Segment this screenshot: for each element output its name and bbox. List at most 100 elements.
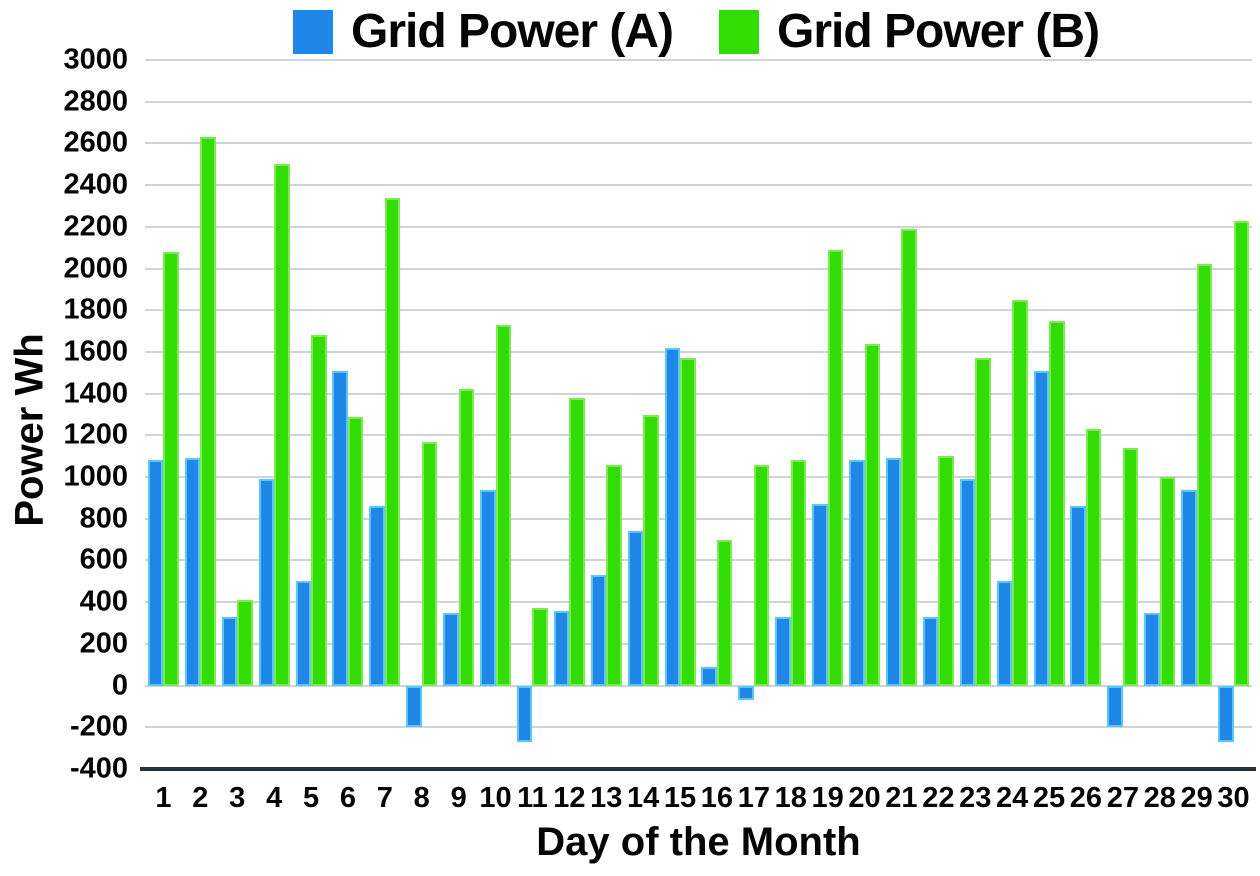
legend-swatch-green-icon	[719, 9, 760, 54]
gridline-600	[145, 559, 1252, 562]
y-tick-label-1200: 1200	[63, 418, 128, 451]
x-tick-label-30: 30	[1217, 782, 1250, 814]
bar-grid-power-b-day-8	[421, 441, 438, 686]
x-tick-label-2: 2	[192, 782, 209, 814]
bar-grid-power-b-day-25	[1049, 320, 1065, 686]
gridline-1000	[145, 476, 1252, 479]
bar-grid-power-a-day-10	[480, 489, 496, 686]
gridline-800	[145, 517, 1252, 520]
x-axis-line	[140, 767, 1256, 771]
bar-grid-power-b-day-23	[975, 358, 991, 686]
plot-area	[145, 59, 1252, 769]
bar-grid-power-b-day-17	[753, 464, 770, 686]
bar-grid-power-a-day-19	[812, 504, 828, 686]
gridline-400	[145, 601, 1252, 604]
bar-grid-power-b-day-9	[458, 389, 475, 686]
y-tick-label-2200: 2200	[63, 210, 128, 243]
x-tick-label-28: 28	[1143, 782, 1176, 814]
gridline-1200	[145, 434, 1252, 437]
bar-grid-power-a-day-3	[221, 616, 238, 686]
gridline--200	[145, 726, 1252, 729]
y-tick-label-2600: 2600	[63, 126, 128, 159]
legend: Grid Power (A) Grid Power (B)	[293, 4, 1100, 59]
bar-grid-power-b-day-11	[532, 608, 548, 686]
bar-grid-power-a-day-28	[1144, 612, 1160, 686]
bar-grid-power-a-day-25	[1033, 370, 1050, 686]
bar-grid-power-a-day-22	[922, 616, 939, 686]
bar-grid-power-b-day-15	[680, 358, 696, 686]
x-tick-label-26: 26	[1069, 782, 1103, 814]
bar-grid-power-b-day-14	[643, 414, 659, 686]
bar-grid-power-a-day-4	[258, 479, 275, 686]
x-tick-label-22: 22	[922, 782, 955, 814]
gridline-3000	[145, 59, 1252, 61]
bar-grid-power-b-day-22	[938, 456, 954, 686]
gridline-2200	[145, 225, 1252, 228]
x-tick-label-16: 16	[700, 782, 734, 814]
bar-grid-power-b-day-20	[864, 343, 881, 686]
x-tick-label-14: 14	[627, 782, 660, 814]
gridline-1400	[145, 392, 1252, 395]
x-tick-label-18: 18	[774, 782, 807, 814]
bar-grid-power-b-day-19	[827, 249, 844, 686]
y-axis-tick-labels: 3000 2800 2600 2400 2200 2000 1800 1600 1400 1200…	[0, 44, 130, 785]
legend-label-grid-power-a: Grid Power (A)	[351, 5, 674, 58]
bar-grid-power-a-day-12	[553, 610, 570, 686]
y-tick-label--400: -400	[69, 752, 128, 785]
bar-grid-power-b-day-30	[1233, 220, 1250, 686]
bar-grid-power-a-day-21	[885, 458, 902, 686]
bar-grid-power-a-day-13	[590, 575, 607, 686]
bar-grid-power-b-day-6	[347, 416, 364, 686]
bar-grid-power-b-day-7	[384, 197, 401, 686]
x-tick-label-4: 4	[266, 782, 283, 814]
bar-grid-power-b-day-24	[1012, 299, 1028, 686]
bar-grid-power-a-day-8	[406, 685, 422, 728]
bar-grid-power-b-day-2	[200, 137, 216, 686]
legend-label-grid-power-b: Grid Power (B)	[777, 5, 1100, 58]
x-tick-label-7: 7	[376, 782, 393, 814]
bar-grid-power-b-day-3	[237, 600, 253, 686]
x-tick-label-19: 19	[811, 782, 844, 814]
y-tick-label-1600: 1600	[63, 335, 128, 368]
bar-grid-power-a-day-6	[332, 370, 348, 686]
x-tick-label-23: 23	[959, 782, 992, 814]
bar-grid-power-a-day-5	[295, 581, 312, 686]
x-axis-tick-labels: 1 2 3 4 5 6 7 8 9 10 11 12 13 14 15 16 17 18 19 20 21 22 23 24 2…	[145, 782, 1252, 816]
bar-grid-power-a-day-18	[775, 616, 791, 686]
y-tick-label-400: 400	[79, 585, 128, 618]
y-tick-label-3000: 3000	[63, 43, 128, 76]
bar-grid-power-b-day-4	[274, 164, 290, 686]
bar-grid-power-a-day-7	[369, 506, 385, 686]
x-tick-label-17: 17	[737, 782, 770, 814]
bar-grid-power-a-day-14	[627, 531, 644, 686]
gridline-1800	[145, 309, 1252, 312]
bar-grid-power-a-day-16	[701, 666, 717, 686]
bar-grid-power-b-day-5	[311, 335, 327, 686]
bar-grid-power-a-day-9	[443, 612, 459, 686]
x-tick-label-15: 15	[663, 782, 697, 814]
y-tick-label-800: 800	[79, 502, 128, 535]
y-tick-label-1800: 1800	[63, 293, 128, 326]
bar-grid-power-a-day-26	[1070, 506, 1086, 686]
bar-grid-power-a-day-30	[1218, 685, 1234, 742]
gridline-2800	[145, 100, 1252, 103]
bar-grid-power-a-day-17	[738, 685, 754, 701]
gridline-0	[145, 684, 1252, 687]
y-tick-label-200: 200	[79, 627, 128, 660]
bar-grid-power-b-day-28	[1159, 477, 1176, 686]
y-tick-label-2800: 2800	[63, 85, 128, 118]
y-tick-label-2000: 2000	[63, 252, 128, 285]
x-tick-label-10: 10	[479, 782, 512, 814]
gridline-2600	[145, 142, 1252, 145]
gridline-200	[145, 642, 1252, 645]
bar-grid-power-b-day-18	[790, 460, 807, 686]
x-tick-label-3: 3	[229, 782, 246, 814]
bar-grid-power-b-day-1	[163, 251, 179, 686]
x-axis-title: Day of the Month	[536, 820, 861, 864]
x-tick-label-1: 1	[155, 782, 172, 814]
bar-grid-power-b-day-29	[1196, 264, 1213, 686]
gridline-2000	[145, 267, 1252, 270]
bar-grid-power-a-day-29	[1181, 489, 1197, 686]
bar-grid-power-a-day-27	[1107, 685, 1123, 728]
bar-grid-power-a-day-24	[996, 581, 1013, 686]
